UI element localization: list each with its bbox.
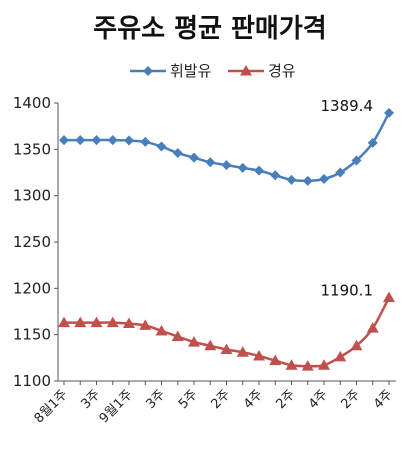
data-point [171,330,184,342]
data-point [366,322,379,333]
legend-item: 경유 [228,62,296,80]
legend-label: 휘발유 [170,62,212,80]
data-point [383,291,395,303]
y-tick-label: 1100 [13,372,51,390]
data-point [172,148,183,159]
x-tick-label: 3주 [143,387,168,412]
data-point [74,316,87,328]
x-tick-label: 9월1주 [97,387,136,426]
x-tick-label: 2주 [208,387,233,412]
series-diesel [58,291,395,371]
data-point [205,157,216,168]
data-point [140,136,151,147]
series-layer [58,107,395,371]
y-tick-label: 1400 [13,94,51,112]
data-point [188,336,200,347]
series-gasoline [59,107,394,186]
x-tick-label: 4주 [241,387,266,412]
data-point [318,359,330,370]
data-point [334,350,347,362]
data-point [302,175,313,186]
data-point [237,162,248,173]
data-point [123,317,135,329]
y-tick-label: 1350 [13,140,51,158]
data-point [254,165,264,176]
data-point [204,339,217,351]
data-point [220,343,233,354]
y-tick-label: 1200 [13,279,51,297]
data-point [75,135,86,146]
data-point [286,174,297,185]
y-tick-label: 1150 [13,326,51,344]
x-tick-label: 2주 [338,387,363,412]
data-point [91,135,102,146]
legend-label: 경유 [268,62,296,80]
annotations: 1389.4 1190.1 [321,97,374,300]
x-tick-label: 3주 [78,387,103,412]
data-point [319,173,329,184]
data-point [221,160,232,171]
y-tick-label: 1250 [13,233,51,251]
data-point [285,359,298,370]
data-point [106,316,119,328]
data-point [58,316,70,328]
x-tick-label: 4주 [306,387,331,412]
data-point [155,324,168,336]
x-tick-label: 2주 [273,387,298,412]
data-point [350,339,363,351]
data-point [139,319,152,330]
data-point [107,135,118,146]
data-point [384,107,394,118]
data-point [90,316,103,328]
legend-marker [143,66,153,76]
data-point [59,135,69,146]
data-point [253,349,265,361]
x-tick-label: 8월1주 [32,387,71,426]
data-label: 1389.4 [321,97,374,115]
data-point [189,152,199,163]
y-tick-label: 1300 [13,187,51,205]
x-tick-label: 4주 [371,387,396,412]
x-tick-label: 5주 [176,387,201,412]
legend-marker [240,65,252,76]
data-point [156,141,167,152]
data-point [236,346,249,357]
legend: 휘발유 경유 [130,62,296,80]
data-point [124,135,134,146]
data-label: 1190.1 [321,282,374,300]
data-point [269,354,282,366]
data-point [351,155,362,166]
legend-item: 휘발유 [130,62,212,80]
data-point [335,167,346,178]
data-point [270,170,281,181]
chart-title: 주유소 평균 판매가격 [93,14,326,44]
data-point [367,137,378,148]
data-point [301,360,314,371]
